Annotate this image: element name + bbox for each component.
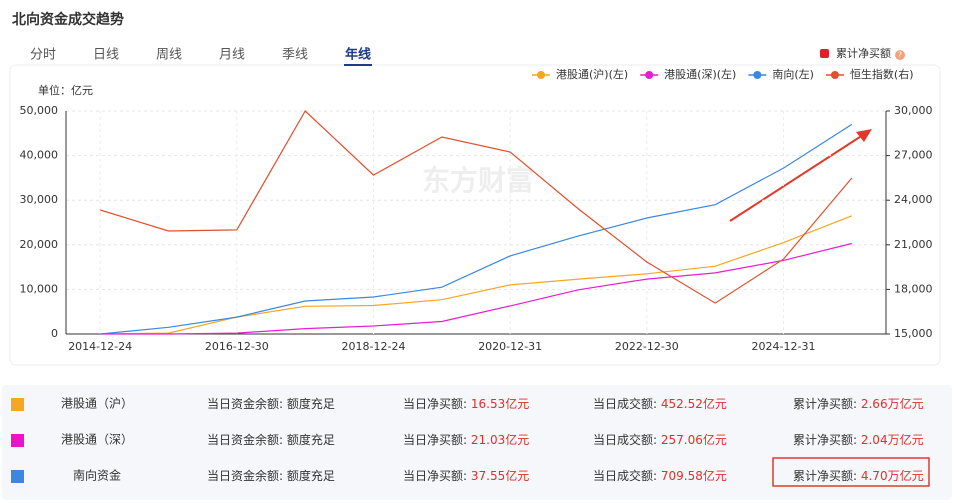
- cell: 当日净买额: 16.53亿元: [403, 396, 529, 411]
- cell: 当日成交额: 452.52亿元: [593, 396, 727, 411]
- cell-value: 21.03亿元: [471, 432, 529, 447]
- y-tick-label: 40,000: [20, 149, 59, 162]
- cell-label: 当日成交额:: [593, 468, 661, 483]
- page-title: 北向资金成交趋势: [12, 11, 124, 28]
- cell-value: 257.06亿元: [661, 432, 727, 447]
- watermark: 东方财富: [422, 164, 534, 197]
- cell-value: 额度充足: [287, 396, 335, 411]
- unit-label: 单位：亿元: [38, 83, 93, 97]
- highlight-box: [772, 457, 930, 487]
- toggle-label[interactable]: 累计净买额: [836, 46, 891, 60]
- cell-label: 当日净买额:: [403, 433, 471, 447]
- x-tick-label: 2024-12-31: [752, 340, 816, 353]
- y-tick-label: 30,000: [20, 193, 59, 206]
- x-tick-label: 2016-12-30: [205, 340, 269, 353]
- legend-dot: [753, 71, 762, 79]
- y2-tick-label: 27,000: [894, 149, 933, 162]
- tab[interactable]: 季线: [282, 48, 308, 63]
- cell-value: 额度充足: [287, 432, 335, 447]
- cell-value: 16.53亿元: [471, 396, 529, 411]
- cell: 当日成交额: 709.58亿元: [593, 468, 727, 483]
- cell-value: 452.52亿元: [661, 396, 727, 411]
- cell: 累计净买额: 2.04万亿元: [793, 432, 924, 447]
- x-tick-label: 2018-12-24: [342, 340, 406, 353]
- cell-value: 2.04万亿元: [861, 432, 924, 447]
- row-swatch: [11, 470, 24, 483]
- tab[interactable]: 年线: [345, 47, 371, 63]
- cell: 当日净买额: 37.55亿元: [403, 468, 529, 483]
- x-tick-label: 2020-12-31: [478, 340, 542, 353]
- row-swatch: [11, 434, 24, 447]
- cell: 累计净买额: 4.70万亿元: [793, 468, 924, 483]
- y2-tick-label: 21,000: [894, 238, 933, 251]
- x-tick-label: 2014-12-24: [68, 340, 132, 353]
- cell-label: 当日资金余额:: [207, 432, 287, 447]
- cell-label: 累计净买额:: [793, 433, 861, 447]
- cell-value: 2.66万亿元: [861, 396, 924, 411]
- row-name: 南向资金: [73, 468, 121, 483]
- help-icon[interactable]: [895, 50, 905, 60]
- toggle-icon[interactable]: [820, 49, 829, 58]
- series-line: [100, 123, 853, 335]
- x-tick-label: 2022-12-30: [615, 340, 679, 353]
- legend-label[interactable]: 港股通(沪)(左): [556, 67, 628, 81]
- row-name: 港股通（沪）: [61, 397, 133, 411]
- cell: 当日净买额: 21.03亿元: [403, 432, 529, 447]
- series-line: [100, 110, 853, 304]
- cell: 累计净买额: 2.66万亿元: [793, 396, 924, 411]
- y2-tick-label: 18,000: [894, 282, 933, 295]
- tab[interactable]: 周线: [156, 48, 182, 63]
- cell-label: 当日资金余额:: [207, 468, 287, 483]
- row-swatch: [11, 398, 24, 411]
- cell: 当日资金余额: 额度充足: [207, 396, 335, 411]
- y2-tick-label: 24,000: [894, 193, 933, 206]
- cell: 当日成交额: 257.06亿元: [593, 432, 727, 447]
- cell-label: 当日资金余额:: [207, 396, 287, 411]
- cell: 当日资金余额: 额度充足: [207, 432, 335, 447]
- cell-value: 37.55亿元: [471, 468, 529, 483]
- cell-label: 当日净买额:: [403, 397, 471, 411]
- trend-arrow: [729, 132, 867, 222]
- y-tick-label: 10,000: [20, 282, 59, 295]
- cell-label: 当日净买额:: [403, 469, 471, 483]
- y-tick-label: 20,000: [20, 238, 59, 251]
- y2-tick-label: 30,000: [894, 104, 933, 117]
- tab[interactable]: 分时: [30, 48, 56, 63]
- y-tick-label: 0: [51, 327, 58, 340]
- legend-dot: [830, 71, 839, 79]
- tab[interactable]: 月线: [219, 48, 245, 63]
- tab[interactable]: 日线: [93, 48, 119, 63]
- row-name: 港股通（深）: [61, 433, 133, 447]
- legend-dot: [645, 71, 654, 79]
- tab-underline: [344, 64, 372, 66]
- chart-panel: [9, 64, 941, 366]
- cell-value: 4.70万亿元: [861, 468, 924, 483]
- cell-value: 709.58亿元: [661, 468, 727, 483]
- y-tick-label: 50,000: [20, 104, 59, 117]
- series-line: [100, 242, 852, 335]
- cell-label: 当日成交额:: [593, 396, 661, 411]
- y2-tick-label: 15,000: [894, 327, 933, 340]
- cell-label: 累计净买额:: [793, 469, 861, 483]
- legend-dot: [537, 71, 545, 79]
- table-panel: [2, 385, 952, 500]
- legend-label[interactable]: 港股通(深)(左): [664, 68, 736, 81]
- cell-label: 累计净买额:: [793, 397, 861, 411]
- series-line: [100, 215, 853, 335]
- help-text[interactable]: ?: [898, 51, 902, 60]
- cell-value: 额度充足: [287, 468, 335, 483]
- cell: 当日资金余额: 额度充足: [207, 468, 335, 483]
- legend-label[interactable]: 南向(左): [772, 67, 814, 81]
- cell-label: 当日成交额:: [593, 432, 661, 447]
- legend-label[interactable]: 恒生指数(右): [850, 67, 914, 81]
- arrow-head: [856, 129, 872, 142]
